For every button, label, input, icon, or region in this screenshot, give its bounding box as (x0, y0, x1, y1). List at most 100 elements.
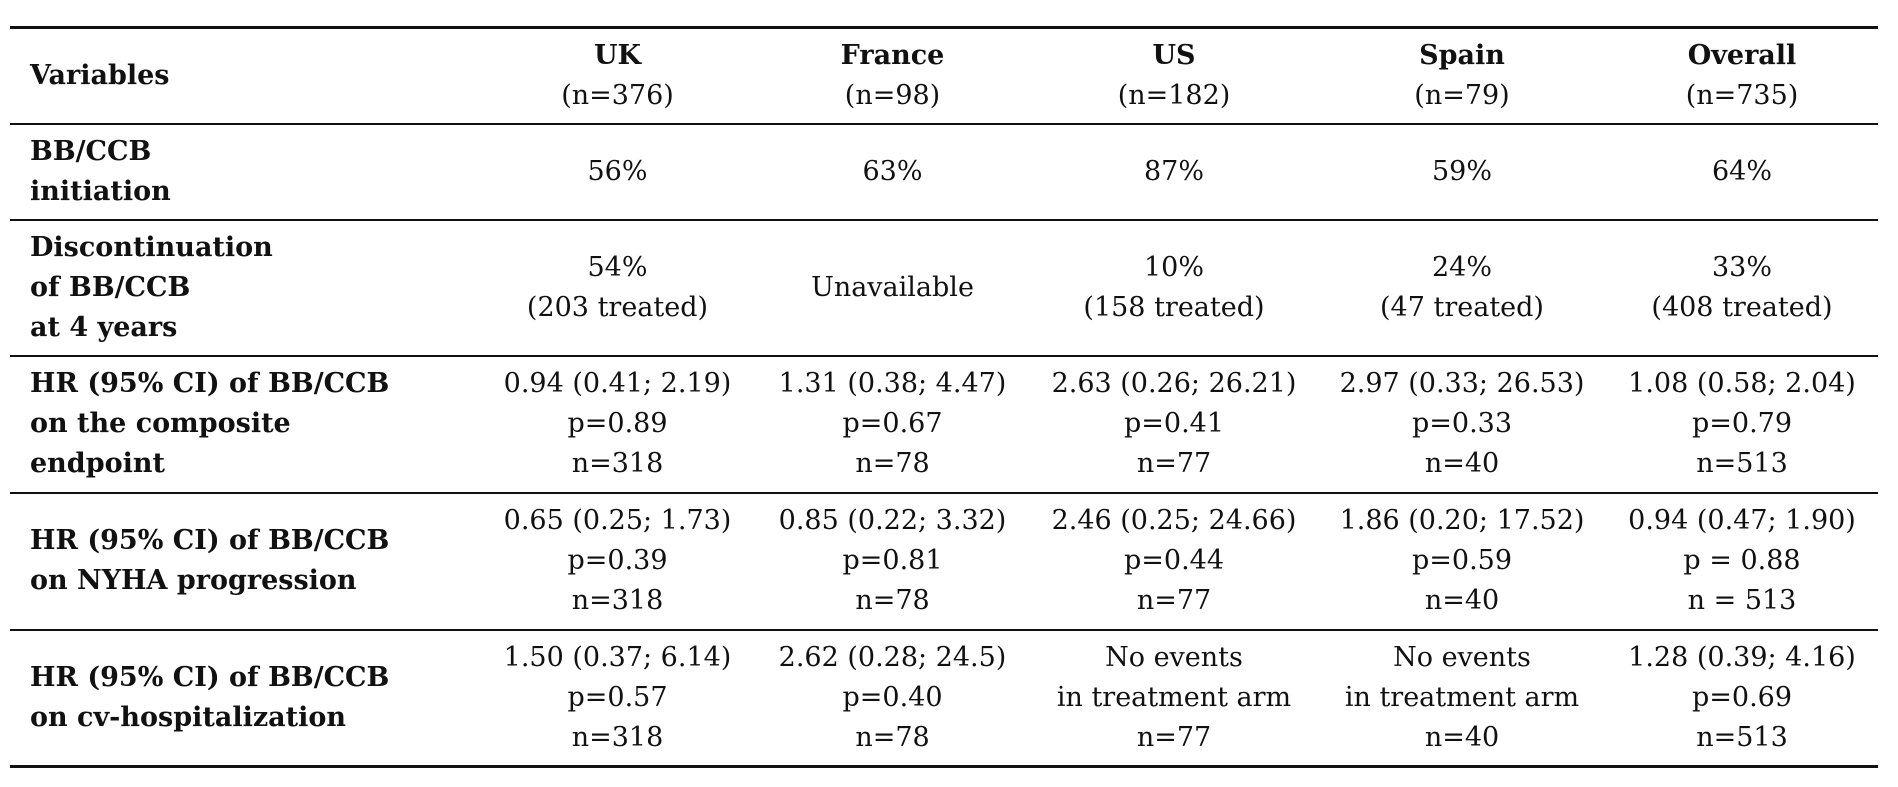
cell-line: 2.97 (0.33; 26.53) (1339, 368, 1585, 399)
cell-line: 24% (1431, 251, 1492, 283)
table-cell: No events in treatment arm n=40 (1318, 630, 1606, 767)
cell-line: n=77 (1136, 448, 1212, 479)
column-sample-size: (n=79) (1414, 79, 1510, 111)
table-cell: 63% (755, 124, 1030, 220)
column-header-overall: Overall (n=735) (1606, 28, 1878, 124)
cell-line: in treatment arm (1344, 681, 1580, 713)
cell-line: n=318 (571, 448, 664, 479)
cell-line: (203 treated) (526, 291, 709, 323)
variables-header: Variables (30, 59, 170, 91)
cell-line: 54% (587, 251, 648, 283)
row-label-line: on NYHA progression (30, 565, 357, 596)
table-cell: 10% (158 treated) (1030, 220, 1318, 356)
column-name: Spain (1419, 39, 1505, 71)
table-header: Variables UK (n=376) France (n=98) US (n… (10, 27, 1878, 124)
table-cell: No events in treatment arm n=77 (1030, 630, 1318, 767)
cell-line: p=0.40 (842, 681, 943, 713)
cell-line: p=0.67 (842, 408, 943, 439)
table-cell: 1.86 (0.20; 17.52) p=0.59 n=40 (1318, 493, 1606, 630)
cell-line: n=77 (1136, 585, 1212, 616)
results-table-container: Variables UK (n=376) France (n=98) US (n… (10, 26, 1878, 768)
cell-line: p=0.33 (1411, 408, 1513, 439)
table-cell: 59% (1318, 124, 1606, 220)
table-row-nyha-progression: HR (95% CI) of BB/CCB on NYHA progressio… (10, 493, 1878, 630)
cell-line: 87% (1143, 155, 1204, 187)
cell-line: 2.46 (0.25; 24.66) (1051, 505, 1297, 536)
cell-line: n=78 (855, 585, 930, 616)
row-label-line: HR (95% CI) of BB/CCB (30, 525, 390, 556)
cell-line: p=0.44 (1123, 545, 1225, 576)
cell-line: 2.62 (0.28; 24.5) (778, 641, 1007, 673)
column-sample-size: (n=98) (844, 79, 941, 111)
cell-line: n=78 (855, 721, 930, 753)
column-name: Overall (1687, 39, 1797, 71)
table-cell: 33% (408 treated) (1606, 220, 1878, 356)
table-cell: 54% (203 treated) (480, 220, 755, 356)
cell-line: 10% (1143, 251, 1204, 283)
cell-line: 1.86 (0.20; 17.52) (1339, 505, 1585, 536)
cell-line: 0.94 (0.41; 2.19) (503, 368, 732, 399)
cell-line: 1.31 (0.38; 4.47) (778, 368, 1007, 399)
cell-line: (158 treated) (1083, 291, 1265, 323)
cell-line: (47 treated) (1380, 291, 1544, 323)
table-row-discontinuation: Discontinuation of BB/CCB at 4 years 54%… (10, 220, 1878, 356)
table-cell: 2.62 (0.28; 24.5) p=0.40 n=78 (755, 630, 1030, 767)
table-cell: 2.97 (0.33; 26.53) p=0.33 n=40 (1318, 356, 1606, 493)
table-cell: 0.94 (0.47; 1.90) p = 0.88 n = 513 (1606, 493, 1878, 630)
table-cell: 0.85 (0.22; 3.32) p=0.81 n=78 (755, 493, 1030, 630)
cell-line: 1.50 (0.37; 6.14) (503, 641, 732, 673)
cell-line: 56% (587, 155, 648, 187)
cell-line: p=0.79 (1691, 408, 1793, 439)
table-cell: 1.31 (0.38; 4.47) p=0.67 n=78 (755, 356, 1030, 493)
table-cell: 2.63 (0.26; 26.21) p=0.41 n=77 (1030, 356, 1318, 493)
cell-line: 63% (862, 155, 923, 187)
table-row-initiation: BB/CCB initiation 56% 63% 87% 59% 64% (10, 124, 1878, 220)
cell-line: 64% (1711, 155, 1772, 187)
cell-line: n = 513 (1687, 585, 1797, 616)
row-label-line: endpoint (30, 448, 165, 479)
row-label: HR (95% CI) of BB/CCB on cv-hospitalizat… (10, 630, 480, 767)
row-label-line: on the composite (30, 408, 291, 439)
cell-line: 0.65 (0.25; 1.73) (503, 505, 732, 536)
table-row-composite-endpoint: HR (95% CI) of BB/CCB on the composite e… (10, 356, 1878, 493)
cell-line: n=40 (1424, 585, 1500, 616)
table-cell: 56% (480, 124, 755, 220)
row-label: Discontinuation of BB/CCB at 4 years (10, 220, 480, 356)
row-label-line: of BB/CCB (30, 271, 191, 303)
header-row: Variables UK (n=376) France (n=98) US (n… (10, 27, 1878, 124)
cell-line: 59% (1431, 155, 1492, 187)
column-name: France (840, 39, 945, 71)
cell-line: Unavailable (811, 271, 974, 303)
cell-line: p=0.39 (567, 545, 668, 576)
table-cell: 87% (1030, 124, 1318, 220)
table-cell: 1.28 (0.39; 4.16) p=0.69 n=513 (1606, 630, 1878, 767)
table-cell: 0.65 (0.25; 1.73) p=0.39 n=318 (480, 493, 755, 630)
cell-line: n=513 (1696, 721, 1788, 753)
table-cell: 1.08 (0.58; 2.04) p=0.79 n=513 (1606, 356, 1878, 493)
cell-line: n=40 (1424, 448, 1500, 479)
row-label-line: at 4 years (30, 311, 178, 343)
row-label-line: initiation (30, 175, 171, 207)
column-header-spain: Spain (n=79) (1318, 28, 1606, 124)
table-cell: Unavailable (755, 220, 1030, 356)
column-name: UK (593, 39, 641, 71)
cell-line: No events (1105, 641, 1243, 673)
cell-line: p=0.59 (1411, 545, 1513, 576)
cell-line: p=0.57 (567, 681, 668, 713)
cell-line: n=318 (571, 721, 664, 753)
row-label-line: HR (95% CI) of BB/CCB (30, 368, 390, 399)
row-label-line: BB/CCB (30, 135, 152, 167)
cell-line: p=0.69 (1691, 681, 1793, 713)
cell-line: n=77 (1136, 721, 1212, 753)
table-body: BB/CCB initiation 56% 63% 87% 59% 64% (10, 124, 1878, 767)
cell-line: p=0.89 (567, 408, 668, 439)
table-cell: 0.94 (0.41; 2.19) p=0.89 n=318 (480, 356, 755, 493)
cell-line: p=0.41 (1123, 408, 1225, 439)
column-header-us: US (n=182) (1030, 28, 1318, 124)
column-name: US (1152, 39, 1196, 71)
row-label: HR (95% CI) of BB/CCB on the composite e… (10, 356, 480, 493)
cell-line: n=513 (1696, 448, 1788, 479)
cell-line: (408 treated) (1651, 291, 1833, 323)
cell-line: p=0.81 (842, 545, 943, 576)
row-label: BB/CCB initiation (10, 124, 480, 220)
